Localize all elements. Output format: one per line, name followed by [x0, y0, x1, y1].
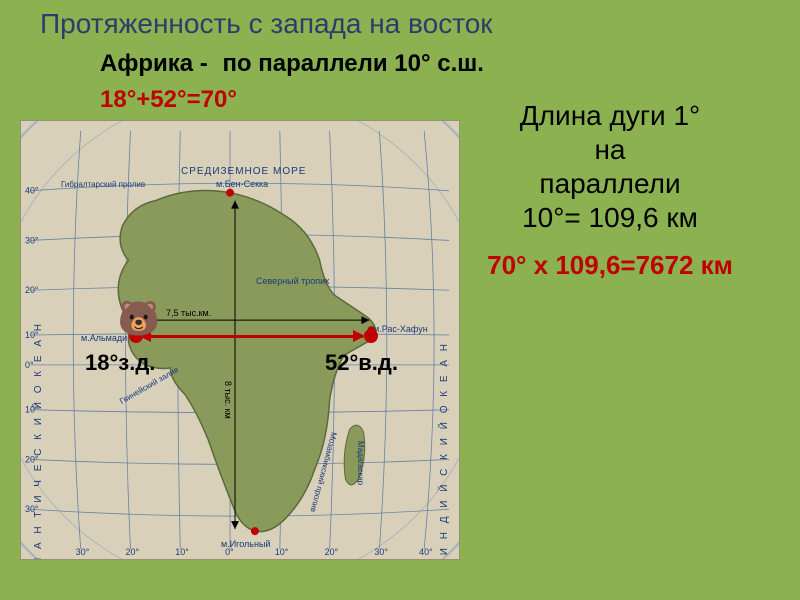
svg-text:20°: 20° [325, 547, 339, 557]
label-madagascar: Мадагаскар [356, 441, 365, 485]
subtitle-left: Африка - [100, 50, 208, 77]
label-dist-h: 8 тыс. км [223, 381, 233, 419]
arc-line-3: параллели [450, 168, 770, 200]
label-atlantic: А Т Л А Н Т И Ч Е С К И Й О К Е А Н [33, 321, 44, 560]
east-point [364, 329, 378, 343]
label-dist-w: 7,5 тыс.км. [166, 308, 211, 318]
svg-text:30°: 30° [25, 235, 39, 245]
page-title: Протяженность с запада на восток [40, 8, 493, 40]
label-igolny: м.Игольный [221, 539, 270, 549]
subtitle: Африка - по параллели 10° с.ш. [100, 50, 484, 78]
svg-text:30°: 30° [374, 547, 388, 557]
bear-icon: 🐻 [118, 302, 160, 336]
arc-length-text: Длина дуги 1° на параллели 10°= 109,6 км [450, 100, 770, 234]
svg-text:20°: 20° [25, 285, 39, 295]
label-ben-sekka: м.Бен-Секка [216, 179, 268, 189]
label-gibraltar: Гибралтарский пролив [61, 181, 145, 189]
calculation: 18°+52°=70° [100, 86, 237, 114]
label-north-tropic: Северный тропик [256, 276, 329, 286]
arrow-right-icon [353, 330, 365, 342]
svg-text:20°: 20° [126, 547, 140, 557]
svg-text:40°: 40° [419, 547, 433, 557]
label-indian: И Н Д И Й С К И Й О К Е А Н [439, 341, 450, 555]
label-ras-hafun: м.Рас-Хафун [373, 324, 428, 334]
svg-text:40°: 40° [25, 186, 39, 196]
subtitle-right: по параллели 10° с.ш. [222, 50, 484, 77]
svg-text:10°: 10° [275, 547, 289, 557]
svg-text:30°: 30° [76, 547, 90, 557]
arc-line-4: 10°= 109,6 км [450, 202, 770, 234]
arc-line-1: Длина дуги 1° [450, 100, 770, 132]
svg-text:10°: 10° [175, 547, 189, 557]
result: 70° х 109,6=7672 км [450, 250, 770, 281]
west-longitude: 18°з.д. [85, 350, 155, 376]
measure-line [141, 335, 363, 338]
east-longitude: 52°в.д. [325, 350, 398, 376]
africa-map: 40° 30° 20° 10° 0° 10° 20° 30° 30° 20° 1… [20, 120, 460, 560]
label-med-sea: СРЕДИЗЕМНОЕ МОРЕ [181, 166, 306, 177]
arc-line-2: на [450, 134, 770, 166]
